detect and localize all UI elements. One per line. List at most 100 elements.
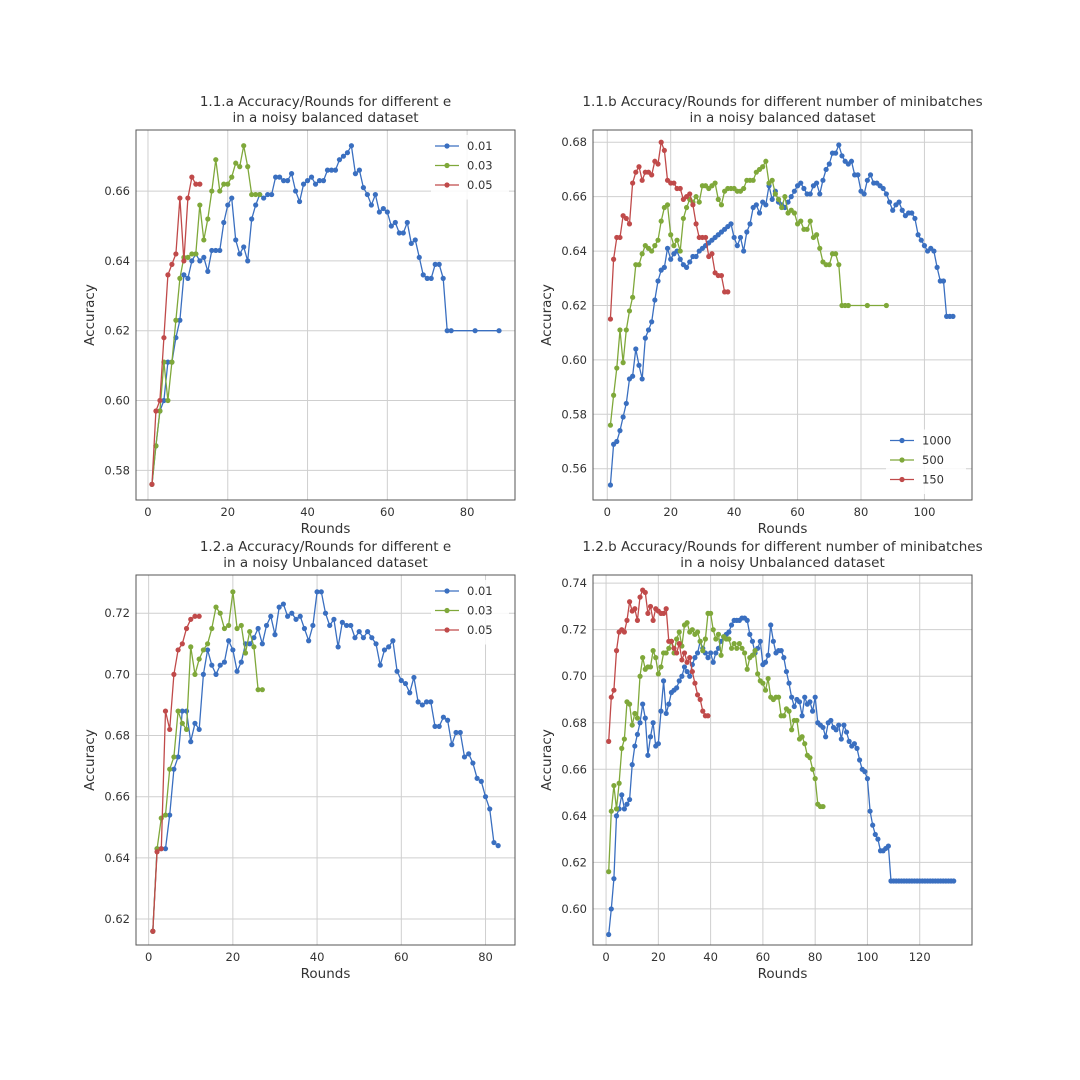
data-point: [950, 313, 956, 319]
data-point: [896, 199, 902, 205]
x-tick-label: 60: [394, 950, 409, 964]
data-point: [200, 647, 206, 653]
data-point: [789, 694, 795, 700]
data-point: [364, 191, 370, 198]
data-point: [752, 648, 758, 654]
data-point: [288, 171, 295, 177]
data-point: [634, 715, 641, 721]
data-point: [472, 328, 478, 334]
y-tick-label: 0.64: [561, 244, 587, 258]
data-point: [817, 245, 823, 251]
x-axis-label: Rounds: [758, 521, 808, 537]
data-point: [217, 610, 223, 616]
data-point: [726, 629, 732, 635]
data-point: [376, 209, 382, 215]
data-point: [813, 232, 820, 238]
data-point: [255, 687, 261, 693]
y-tick-label: 0.60: [561, 353, 587, 367]
data-point: [731, 234, 737, 241]
data-point: [765, 675, 771, 682]
chart-title: 1.2.a Accuracy/Rounds for different e: [200, 539, 451, 555]
data-point: [181, 272, 187, 278]
series-line-150: [609, 139, 728, 320]
data-point: [833, 727, 839, 733]
data-point: [687, 191, 693, 197]
data-point: [226, 638, 232, 644]
data-point: [650, 648, 656, 654]
data-point: [348, 622, 354, 629]
data-point: [161, 397, 167, 404]
data-point: [663, 710, 669, 717]
data-point: [728, 645, 735, 651]
data-point: [158, 815, 164, 821]
data-point: [229, 195, 235, 201]
data-point: [915, 232, 921, 238]
data-point: [799, 734, 805, 740]
data-point: [807, 755, 813, 761]
data-point: [277, 174, 283, 180]
data-point: [637, 673, 643, 679]
data-point: [857, 757, 863, 763]
data-point: [630, 180, 636, 186]
data-point: [179, 708, 185, 714]
data-point: [734, 645, 740, 651]
data-point: [177, 317, 183, 323]
data-point: [747, 631, 753, 637]
data-point: [666, 701, 672, 707]
data-point: [668, 638, 675, 644]
data-point: [316, 178, 323, 184]
data-point: [799, 713, 805, 719]
data-point: [934, 264, 940, 270]
data-point: [801, 185, 807, 192]
data-point: [702, 234, 709, 241]
data-point: [352, 635, 358, 641]
data-point: [734, 243, 740, 249]
data-point: [762, 659, 769, 665]
data-point: [756, 210, 763, 216]
data-point: [448, 328, 454, 334]
data-point: [613, 648, 620, 654]
data-point: [268, 613, 274, 619]
y-tick-label: 0.60: [104, 394, 130, 408]
data-point: [660, 610, 667, 616]
plot-frame: [592, 129, 973, 501]
data-point: [607, 422, 614, 428]
data-point: [647, 603, 654, 610]
data-point: [796, 699, 803, 705]
data-point: [300, 181, 307, 187]
data-point: [327, 622, 333, 629]
data-point: [474, 775, 480, 781]
data-point: [487, 806, 493, 812]
legend-marker: [444, 162, 450, 169]
y-tick-label: 0.64: [104, 254, 130, 268]
data-point: [870, 822, 876, 828]
data-point: [449, 742, 455, 748]
data-point: [713, 636, 719, 642]
data-point: [778, 648, 784, 654]
data-point: [728, 622, 735, 628]
data-point: [779, 204, 785, 211]
data-point: [491, 839, 497, 846]
data-point: [276, 604, 282, 610]
chart-1-2-a: 0 20 40 60 80 0.62 0.64 0.66 0.68 0.70 0.72 1.2.a A…: [82, 539, 516, 982]
data-point: [614, 365, 620, 371]
data-point: [684, 659, 690, 665]
data-point: [308, 174, 315, 180]
data-point: [200, 671, 206, 677]
data-point: [661, 147, 667, 154]
data-point: [951, 878, 957, 884]
data-point: [781, 713, 787, 719]
data-point: [201, 237, 207, 243]
data-point: [285, 178, 291, 184]
data-point: [192, 720, 198, 726]
data-point: [348, 143, 355, 149]
data-point: [221, 181, 227, 187]
data-point: [233, 237, 239, 243]
data-point: [226, 622, 232, 629]
data-point: [352, 171, 359, 177]
data-point: [736, 641, 742, 647]
data-point: [623, 327, 629, 333]
data-point: [611, 392, 617, 398]
data-point: [629, 722, 635, 728]
data-point: [233, 160, 239, 166]
